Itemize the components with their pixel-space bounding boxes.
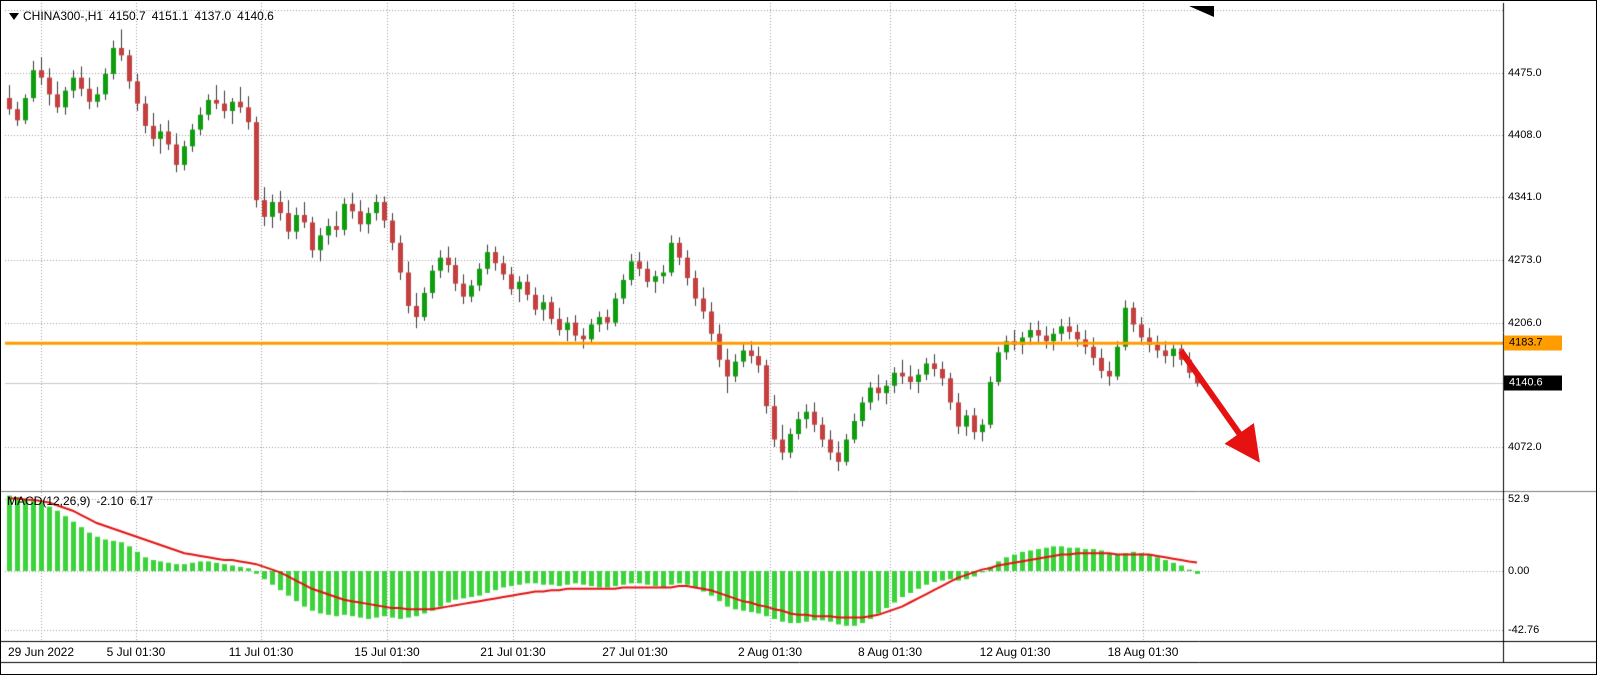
price-axis-label: 4341.0 <box>1508 191 1542 204</box>
time-axis-label: 27 Jul 01:30 <box>602 645 668 659</box>
time-axis-label: 2 Aug 01:30 <box>737 645 803 659</box>
macd-signal-value: 6.17 <box>129 494 154 508</box>
symbol-legend: CHINA300-,H1 4150.7 4151.1 4137.0 4140.6 <box>9 9 280 23</box>
ohlc-open: 4150.7 <box>109 9 146 23</box>
price-axis-label: 4206.0 <box>1508 316 1542 329</box>
ohlc-high: 4151.1 <box>151 9 189 23</box>
current-price-tag: 4140.6 <box>1504 375 1562 391</box>
time-axis-label: 29 Jun 2022 <box>7 645 75 659</box>
price-axis-label: 4072.0 <box>1508 440 1542 453</box>
time-axis-label: 11 Jul 01:30 <box>228 645 294 659</box>
symbol-timeframe-label: CHINA300-,H1 <box>23 9 104 23</box>
price-axis-label: 4408.0 <box>1508 129 1542 142</box>
macd-axis-label: 52.9 <box>1508 492 1530 505</box>
macd-label: MACD(12,26,9) <box>7 494 91 508</box>
time-axis-label: 12 Aug 01:30 <box>979 645 1051 659</box>
price-axis-label: 4475.0 <box>1508 67 1542 79</box>
price-axis-label: 4273.0 <box>1508 254 1542 267</box>
ohlc-low: 4137.0 <box>194 9 232 23</box>
macd-value: -2.10 <box>96 494 124 508</box>
scroll-to-end-marker-icon[interactable] <box>1187 4 1217 20</box>
macd-axis-label: 0.00 <box>1508 565 1530 577</box>
trend-arrow[interactable] <box>1171 341 1276 476</box>
time-axis-label: 18 Aug 01:30 <box>1107 645 1179 659</box>
macd-indicator-legend: MACD(12,26,9) -2.10 6.17 <box>7 494 159 508</box>
hline-price-tag[interactable]: 4183.7 <box>1504 335 1562 351</box>
time-axis-label: 5 Jul 01:30 <box>106 645 166 659</box>
chevron-down-icon <box>9 13 19 20</box>
time-axis-label: 8 Aug 01:30 <box>857 645 923 659</box>
time-axis-label: 21 Jul 01:30 <box>480 645 546 659</box>
ohlc-close: 4140.6 <box>237 9 274 23</box>
macd-axis-label: -42.76 <box>1508 623 1540 636</box>
time-axis-label: 15 Jul 01:30 <box>354 645 420 659</box>
